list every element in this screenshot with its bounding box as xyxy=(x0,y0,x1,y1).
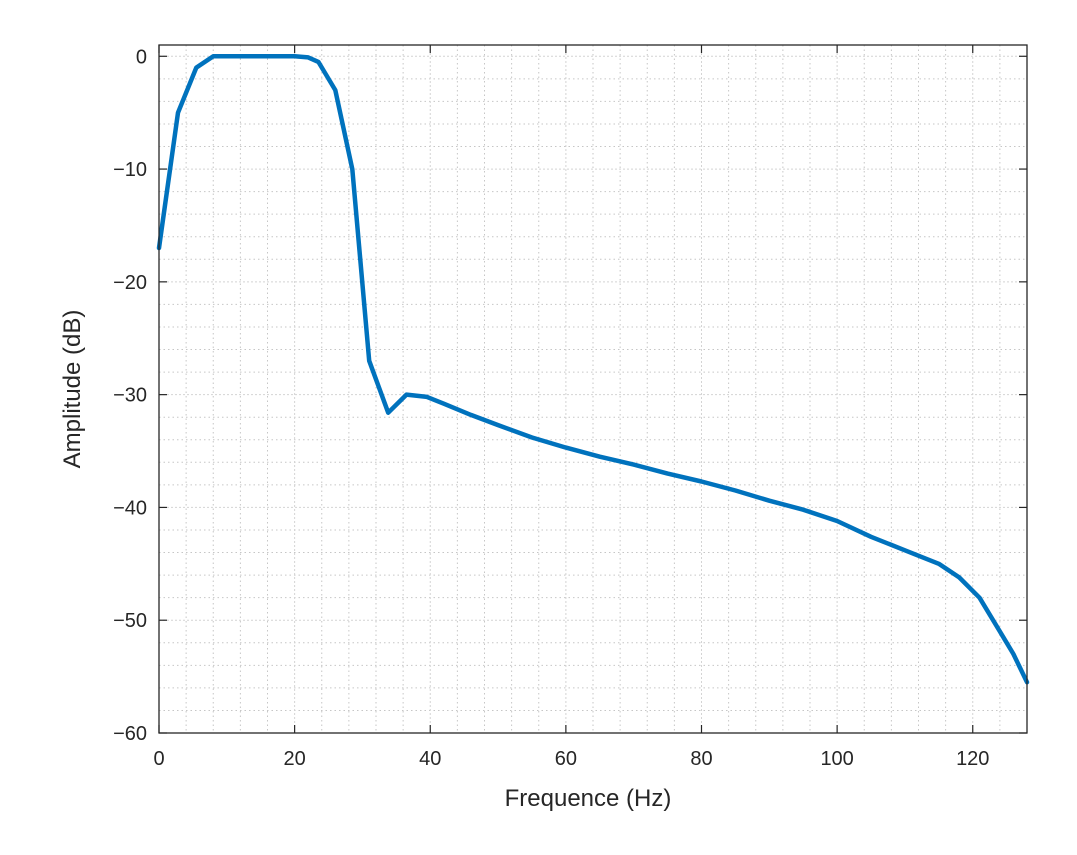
series-layer xyxy=(156,54,1030,685)
axes-box xyxy=(158,44,1028,734)
y-tick-label: −20 xyxy=(113,272,147,294)
y-axis-label: Amplitude (dB) xyxy=(59,310,86,469)
x-tick-label: 20 xyxy=(284,748,306,770)
x-tick-label: 60 xyxy=(555,748,577,770)
x-tick-label: 80 xyxy=(690,748,712,770)
x-axis-label: Frequence (Hz) xyxy=(505,785,672,812)
axis-ticks xyxy=(158,45,1027,734)
x-tick-labels: 0 20 40 60 80 100 120 xyxy=(153,748,989,770)
y-tick-label: −50 xyxy=(113,610,147,632)
y-tick-label: −30 xyxy=(113,385,147,407)
y-tick-label: −40 xyxy=(113,497,147,519)
series-line xyxy=(156,54,1030,685)
major-grid xyxy=(159,45,1027,733)
minor-grid xyxy=(159,45,1027,733)
x-tick-label: 40 xyxy=(419,748,441,770)
plot-background xyxy=(159,45,1027,733)
x-tick-label: 100 xyxy=(820,748,853,770)
y-tick-label: 0 xyxy=(136,46,147,68)
y-tick-label: −10 xyxy=(113,159,147,181)
x-tick-label: 0 xyxy=(153,748,164,770)
x-tick-label: 120 xyxy=(956,748,989,770)
y-tick-labels: 0 −10 −20 −30 −40 −50 −60 xyxy=(113,46,147,745)
y-tick-label: −60 xyxy=(113,723,147,745)
